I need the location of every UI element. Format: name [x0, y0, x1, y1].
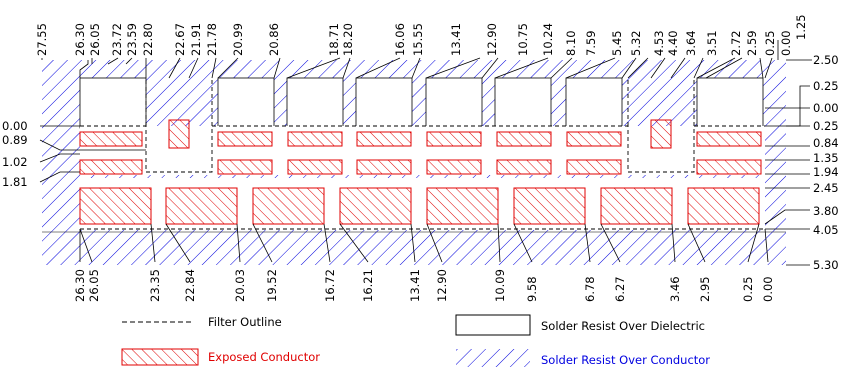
dim-top-15: 13.41 — [449, 23, 463, 56]
dim-top-18: 10.24 — [541, 23, 555, 56]
legend-conductor-label: Solder Resist Over Conductor — [541, 353, 710, 367]
dim-top-8: 21.78 — [205, 23, 219, 56]
dim-top-21: 5.45 — [610, 30, 624, 56]
legend-exposed-conductor-swatch — [121, 348, 199, 366]
exposed-conductor-pads — [79, 119, 762, 225]
dim-right-4: 0.84 — [813, 136, 839, 150]
dim-bottom-4: 20.03 — [233, 269, 247, 302]
dim-right-0: 2.50 — [813, 53, 839, 67]
dim-top-6: 22.67 — [173, 23, 187, 56]
dim-top-29: 0.25 — [763, 30, 777, 56]
dim-top-0: 27.55 — [35, 23, 49, 56]
dim-bottom-8: 13.41 — [408, 269, 422, 302]
dim-left-3: 1.81 — [2, 175, 28, 189]
dim-top-30: 0.00 — [779, 30, 793, 56]
dim-top-16: 12.90 — [485, 23, 499, 56]
dim-top-9: 20.99 — [231, 23, 245, 56]
bottom-dimension-labels: 26.30 26.05 23.35 22.84 20.03 19.52 16.7… — [73, 269, 775, 302]
left-dimension-labels: 0.00 0.89 1.02 1.81 — [2, 119, 28, 189]
dim-right-10: 5.30 — [813, 258, 839, 272]
dim-top-3: 23.72 — [110, 23, 124, 56]
filter-outline — [80, 78, 765, 230]
dim-top-25: 3.64 — [684, 30, 698, 56]
dim-top-17: 10.75 — [516, 23, 530, 56]
dim-top-28: 2.59 — [745, 30, 759, 56]
dim-bottom-14: 3.46 — [668, 276, 682, 302]
dim-left-1: 0.89 — [2, 133, 28, 147]
dim-top-11: 18.71 — [327, 23, 341, 56]
legend-dielectric-label: Solder Resist Over Dielectric — [541, 319, 705, 333]
top-leaders — [41, 40, 779, 79]
legend-conductor-swatch — [456, 349, 530, 367]
dim-bottom-12: 6.78 — [583, 276, 597, 302]
dim-top-14: 15.55 — [411, 23, 425, 56]
dim-bottom-0: 26.30 — [73, 269, 87, 302]
dielectric-strips — [79, 77, 764, 129]
bottom-leaders — [79, 223, 769, 263]
dim-top-27: 2.72 — [729, 30, 743, 56]
dim-top-2: 26.05 — [88, 23, 102, 56]
legend-filter-outline-label: Filter Outline — [208, 315, 282, 329]
dim-top-1: 26.30 — [73, 23, 87, 56]
legend-exposed-conductor-label: Exposed Conductor — [208, 350, 320, 364]
dim-top-31: 1.25 — [794, 14, 808, 40]
legend-dielectric-swatch — [455, 314, 531, 336]
dim-bottom-17: 0.00 — [761, 276, 775, 302]
top-dimension-labels: 27.55 26.30 26.05 23.72 23.59 22.80 22.6… — [35, 14, 808, 56]
dim-top-23: 4.53 — [652, 30, 666, 56]
dim-top-24: 4.40 — [666, 30, 680, 56]
dim-right-1: 0.25 — [813, 79, 839, 93]
dim-bottom-1: 26.05 — [87, 269, 101, 302]
dim-top-22: 5.32 — [629, 30, 643, 56]
dim-top-10: 20.86 — [267, 23, 281, 56]
dim-bottom-9: 12.90 — [435, 269, 449, 302]
dim-right-9: 4.05 — [813, 223, 839, 237]
legend: Filter Outline Exposed Conductor Solder … — [121, 314, 710, 367]
dim-top-5: 22.80 — [141, 23, 155, 56]
dim-bottom-7: 16.21 — [361, 269, 375, 302]
dim-top-20: 7.59 — [584, 30, 598, 56]
dim-top-4: 23.59 — [125, 23, 139, 56]
dim-left-2: 1.02 — [2, 155, 28, 169]
dim-right-6: 1.94 — [813, 165, 839, 179]
dim-right-8: 3.80 — [813, 204, 839, 218]
dim-bottom-3: 22.84 — [183, 269, 197, 302]
dim-left-0: 0.00 — [2, 119, 28, 133]
dim-right-7: 2.45 — [813, 181, 839, 195]
dim-bottom-6: 16.72 — [323, 269, 337, 302]
dim-bottom-10: 10.09 — [493, 269, 507, 302]
dim-top-19: 8.10 — [564, 30, 578, 56]
dim-bottom-11: 9.58 — [525, 276, 539, 302]
right-leaders — [764, 59, 812, 266]
left-leaders — [39, 125, 146, 183]
dim-right-5: 1.35 — [813, 151, 839, 165]
dim-top-12: 18.20 — [341, 23, 355, 56]
dim-top-26: 3.51 — [705, 30, 719, 56]
dim-bottom-2: 23.35 — [148, 269, 162, 302]
dim-bottom-16: 0.25 — [741, 276, 755, 302]
dim-bottom-5: 19.52 — [265, 269, 279, 302]
right-dimension-labels: 2.50 0.25 0.00 0.25 0.84 1.35 1.94 2.45 … — [813, 53, 839, 272]
dim-bottom-13: 6.27 — [613, 276, 627, 302]
dim-bottom-15: 2.95 — [698, 276, 712, 302]
dim-right-2: 0.00 — [813, 101, 839, 115]
dim-top-13: 16.06 — [393, 23, 407, 56]
dim-top-7: 21.91 — [189, 23, 203, 56]
dim-right-3: 0.25 — [813, 119, 839, 133]
